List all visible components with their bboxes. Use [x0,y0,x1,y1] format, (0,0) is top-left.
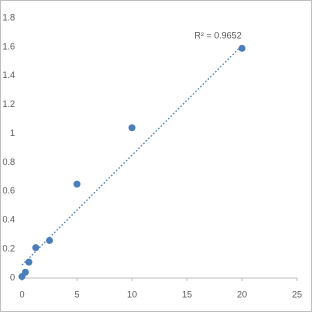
x-tick-label: 15 [182,289,192,299]
data-point [25,258,33,266]
x-tick-label: 10 [127,289,137,299]
chart-border [0,0,312,312]
y-tick-label: 0.2 [2,243,15,253]
x-tick-label: 0 [19,289,24,299]
data-point [73,180,81,188]
y-tick-label: 0 [10,272,15,282]
y-tick-label: 0.8 [2,157,15,167]
y-tick-label: 1.8 [2,12,15,22]
data-point [128,124,136,132]
x-tick-label: 5 [74,289,79,299]
trendline [21,44,243,266]
y-tick-label: 1 [10,128,15,138]
x-tick-label: 25 [292,289,302,299]
data-point [32,244,40,252]
y-tick-label: 0.6 [2,186,15,196]
y-tick-label: 1.6 [2,41,15,51]
data-point [21,268,29,276]
data-point [46,236,53,244]
x-tick-label: 20 [237,289,247,299]
data-point [238,44,246,52]
y-tick-label: 1.2 [2,99,15,109]
y-tick-label: 0.4 [2,215,15,225]
y-tick-label: 1.4 [2,70,15,80]
annotation: R² = 0.9652 [194,30,241,40]
chart: R² = 0.9652 0 0.2 0.4 0.6 0.8 1 1.2 1.4 1.6 1.8 0 5… [0,0,312,312]
